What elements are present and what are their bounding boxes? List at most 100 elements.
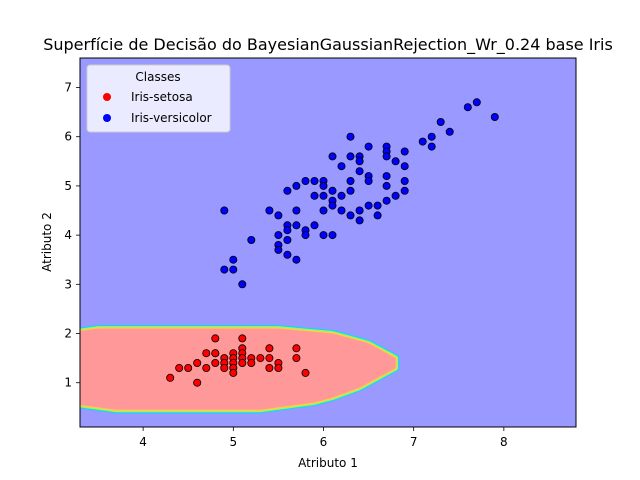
point-iris-versicolor — [391, 157, 400, 166]
point-iris-setosa — [211, 334, 220, 343]
point-iris-versicolor — [355, 206, 364, 215]
point-iris-versicolor — [346, 152, 355, 161]
y-tick-label: 4 — [64, 228, 72, 242]
point-iris-versicolor — [346, 211, 355, 220]
point-iris-versicolor — [319, 231, 328, 240]
legend-label-setosa: Iris-setosa — [131, 90, 193, 104]
point-iris-setosa — [256, 354, 265, 363]
point-iris-versicolor — [310, 191, 319, 200]
point-iris-versicolor — [337, 191, 346, 200]
point-iris-setosa — [193, 378, 202, 387]
data-points — [166, 98, 499, 387]
point-iris-versicolor — [355, 167, 364, 176]
point-iris-setosa — [292, 354, 301, 363]
point-iris-versicolor — [364, 142, 373, 151]
point-iris-setosa — [211, 349, 220, 358]
point-iris-versicolor — [463, 103, 472, 112]
point-iris-versicolor — [337, 162, 346, 171]
point-iris-versicolor — [220, 265, 229, 274]
plot-frame — [79, 57, 577, 428]
y-tick-label: 6 — [64, 130, 72, 144]
point-iris-versicolor — [283, 235, 292, 244]
point-iris-versicolor — [355, 216, 364, 225]
point-iris-versicolor — [274, 231, 283, 240]
legend-label-versicolor: Iris-versicolor — [131, 111, 212, 125]
point-iris-versicolor — [283, 186, 292, 195]
point-iris-setosa — [211, 358, 220, 367]
point-iris-setosa — [265, 354, 274, 363]
point-iris-versicolor — [319, 181, 328, 190]
point-iris-versicolor — [328, 201, 337, 210]
y-tick-label: 2 — [64, 327, 72, 341]
region-fill — [80, 328, 396, 410]
point-iris-versicolor — [382, 196, 391, 205]
point-iris-versicolor — [346, 132, 355, 141]
point-iris-versicolor — [400, 147, 409, 156]
y-tick-label: 5 — [64, 179, 72, 193]
y-tick-label: 3 — [64, 277, 72, 291]
point-iris-setosa — [184, 363, 193, 372]
x-tick-label: 4 — [139, 435, 147, 449]
point-iris-versicolor — [265, 206, 274, 215]
x-tick-label: 7 — [410, 435, 418, 449]
point-iris-setosa — [274, 363, 283, 372]
legend-marker-versicolor — [103, 114, 111, 122]
y-axis-label: Atributo 2 — [40, 212, 54, 272]
point-iris-versicolor — [238, 280, 247, 289]
point-iris-setosa — [238, 334, 247, 343]
point-iris-versicolor — [292, 221, 301, 230]
point-iris-versicolor — [364, 176, 373, 185]
point-iris-versicolor — [274, 211, 283, 220]
legend-box — [86, 64, 231, 133]
x-tick-label: 5 — [229, 435, 237, 449]
point-iris-versicolor — [418, 137, 427, 146]
point-iris-versicolor — [355, 157, 364, 166]
point-iris-setosa — [220, 363, 229, 372]
point-iris-versicolor — [391, 191, 400, 200]
x-tick-label: 8 — [500, 435, 508, 449]
point-iris-setosa — [229, 368, 238, 377]
legend-marker-setosa — [103, 93, 111, 101]
legend: Classes Iris-setosa Iris-versicolor — [86, 64, 231, 133]
point-iris-versicolor — [373, 201, 382, 210]
point-iris-setosa — [247, 358, 256, 367]
point-iris-versicolor — [490, 113, 499, 122]
point-iris-versicolor — [472, 98, 481, 107]
point-iris-versicolor — [274, 245, 283, 254]
point-iris-versicolor — [283, 226, 292, 235]
point-iris-versicolor — [364, 201, 373, 210]
legend-title: Classes — [135, 70, 180, 84]
point-iris-versicolor — [427, 132, 436, 141]
point-iris-versicolor — [292, 181, 301, 190]
point-iris-versicolor — [301, 176, 310, 185]
point-iris-versicolor — [247, 235, 256, 244]
point-iris-versicolor — [283, 250, 292, 259]
point-iris-setosa — [193, 358, 202, 367]
point-iris-versicolor — [436, 118, 445, 127]
point-iris-versicolor — [346, 176, 355, 185]
x-axis: 4 5 6 7 8 — [139, 427, 508, 449]
point-iris-versicolor — [400, 186, 409, 195]
x-axis-label: Atributo 1 — [298, 456, 358, 470]
point-iris-versicolor — [301, 231, 310, 240]
y-tick-label: 7 — [64, 81, 72, 95]
chart-title: Superfície de Decisão do BayesianGaussia… — [43, 35, 613, 55]
point-iris-versicolor — [310, 221, 319, 230]
point-iris-versicolor — [373, 211, 382, 220]
point-iris-versicolor — [382, 181, 391, 190]
point-iris-versicolor — [229, 265, 238, 274]
point-iris-setosa — [202, 349, 211, 358]
x-tick-label: 6 — [320, 435, 328, 449]
point-iris-versicolor — [328, 152, 337, 161]
point-iris-versicolor — [292, 206, 301, 215]
point-iris-versicolor — [220, 206, 229, 215]
point-iris-setosa — [265, 344, 274, 353]
point-iris-setosa — [202, 363, 211, 372]
point-iris-versicolor — [328, 186, 337, 195]
point-iris-setosa — [301, 368, 310, 377]
point-iris-versicolor — [382, 172, 391, 181]
point-iris-versicolor — [400, 162, 409, 171]
point-iris-versicolor — [427, 142, 436, 151]
point-iris-versicolor — [229, 255, 238, 264]
